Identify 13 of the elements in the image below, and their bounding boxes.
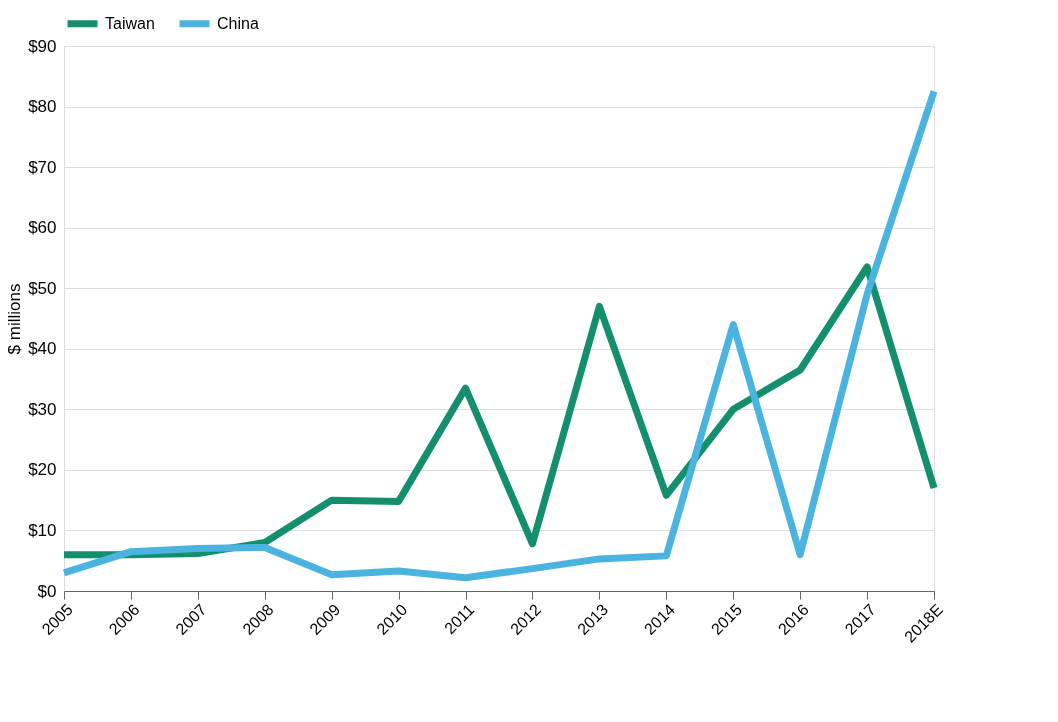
legend-label: Taiwan bbox=[105, 14, 155, 32]
y-tick-label: $40 bbox=[28, 339, 57, 359]
y-tick-label: $70 bbox=[28, 157, 57, 177]
y-tick-label: $0 bbox=[37, 581, 57, 601]
y-tick-label: $80 bbox=[28, 97, 57, 117]
legend-label: China bbox=[217, 14, 259, 32]
y-tick-label: $30 bbox=[28, 399, 57, 419]
y-axis-title: $ millions bbox=[5, 283, 25, 355]
y-tick-label: $20 bbox=[28, 460, 57, 480]
y-tick-label: $50 bbox=[28, 278, 57, 298]
y-tick-label: $60 bbox=[28, 218, 57, 238]
y-tick-label: $90 bbox=[28, 36, 57, 56]
y-tick-label: $10 bbox=[28, 520, 57, 540]
